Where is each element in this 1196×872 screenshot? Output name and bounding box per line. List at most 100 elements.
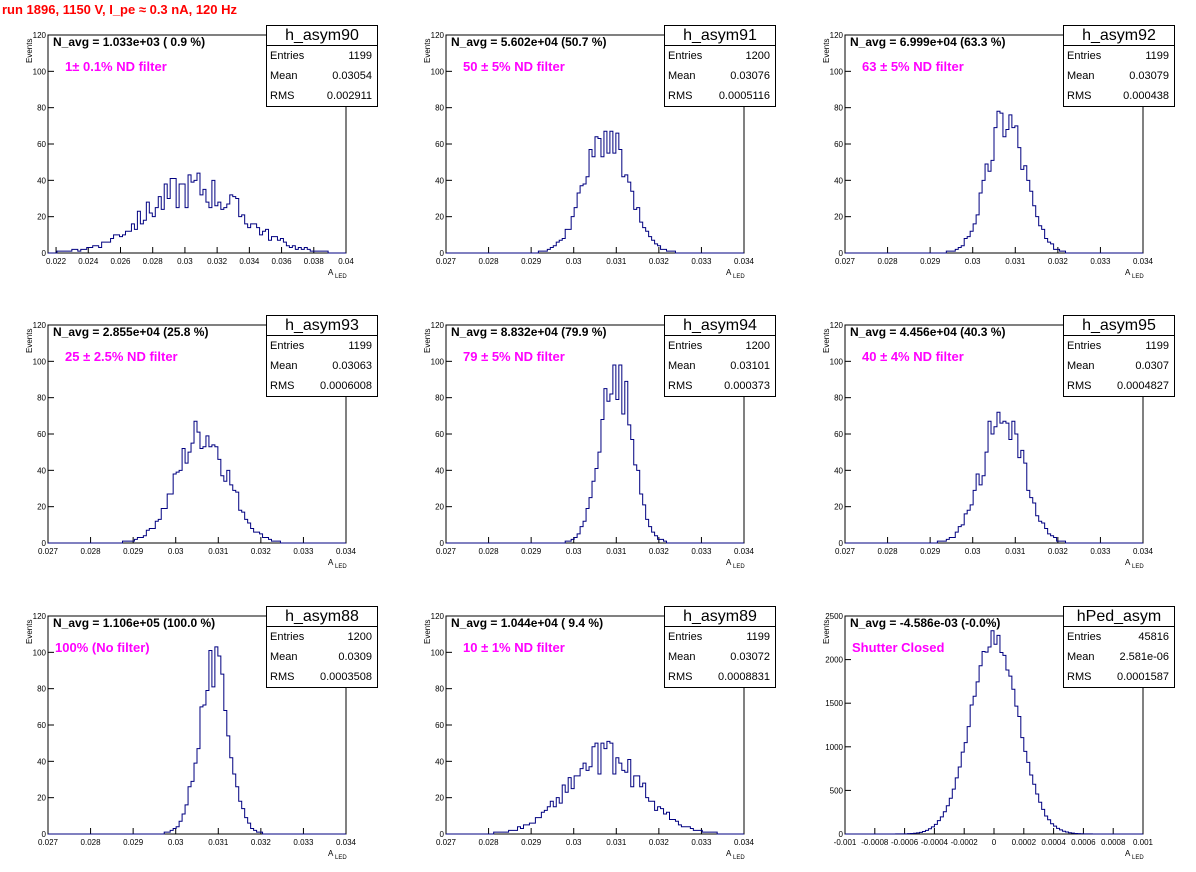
y-tick-label: 80 (435, 104, 444, 113)
y-axis-label: Events (25, 39, 34, 63)
y-tick-label: 100 (33, 67, 47, 76)
y-axis-label: Events (423, 39, 432, 63)
x-tick-label: -0.001 (834, 838, 857, 847)
stats-box: hPed_asym Entries 45816 Mean 2.581e-06 RMS 0.0… (1063, 606, 1175, 688)
y-tick-label: 80 (37, 685, 46, 694)
histogram-line (446, 130, 744, 254)
n-avg-label: N_avg = 2.855e+04 (25.8 %) (53, 325, 209, 339)
histogram-name: h_asym92 (1064, 26, 1174, 46)
y-tick-label: 80 (37, 104, 46, 113)
stats-entries-row: Entries 1199 (1064, 46, 1174, 66)
stats-value: 2.581e-06 (1119, 651, 1169, 663)
stats-rms-row: RMS 0.0006008 (267, 376, 377, 396)
stats-mean-row: Mean 0.03054 (267, 66, 377, 86)
filter-label: 25 ± 2.5% ND filter (65, 349, 178, 364)
x-tick-label: 0.027 (436, 838, 457, 847)
filter-label: Shutter Closed (852, 640, 945, 655)
y-tick-label: 60 (435, 140, 444, 149)
stats-label: Entries (1067, 50, 1102, 62)
n-avg-label: N_avg = 5.602e+04 (50.7 %) (451, 35, 607, 49)
page-title: run 1896, 1150 V, I_pe ≈ 0.3 nA, 120 Hz (2, 2, 238, 17)
stats-label: Mean (270, 70, 298, 82)
y-tick-label: 2500 (825, 612, 843, 621)
x-tick-label: 0.028 (479, 838, 500, 847)
y-tick-label: 60 (834, 140, 843, 149)
stats-label: RMS (668, 671, 693, 683)
x-tick-label: 0.031 (606, 257, 627, 266)
y-tick-label: 0 (839, 539, 844, 548)
stats-label: Entries (1067, 631, 1102, 643)
x-axis-label-sub: LED (335, 564, 347, 570)
y-tick-label: 500 (830, 786, 844, 795)
stats-box: h_asym93 Entries 1199 Mean 0.03063 RMS 0.00060… (266, 315, 378, 397)
x-tick-label: 0.03 (566, 257, 582, 266)
y-tick-label: 100 (431, 357, 445, 366)
x-tick-label: 0.026 (110, 257, 131, 266)
x-tick-label: 0.001 (1133, 838, 1154, 847)
stats-mean-row: Mean 0.03072 (665, 647, 775, 667)
x-tick-label: 0.028 (143, 257, 164, 266)
stats-mean-row: Mean 2.581e-06 (1064, 647, 1174, 667)
stats-label: Entries (270, 340, 305, 352)
stats-entries-row: Entries 1199 (665, 627, 775, 647)
x-tick-label: 0.028 (81, 547, 102, 556)
y-tick-label: 20 (435, 213, 444, 222)
x-axis-label-sub: LED (335, 855, 347, 861)
stats-value: 45816 (1138, 631, 1169, 643)
x-tick-label: 0.034 (1133, 257, 1154, 266)
x-tick-label: 0.029 (521, 838, 542, 847)
stats-value: 1199 (348, 340, 372, 352)
stats-entries-row: Entries 1199 (267, 336, 377, 356)
x-tick-label: 0.0008 (1101, 838, 1126, 847)
stats-box: h_asym88 Entries 1200 Mean 0.0309 RMS 0.000350… (266, 606, 378, 688)
y-tick-label: 20 (834, 213, 843, 222)
x-tick-label: 0.029 (521, 257, 542, 266)
histogram-panel-h_asym88: 0.027 0.028 0.029 0.03 0.031 0.032 0.033 0.034 0… (0, 581, 398, 871)
x-axis-label-sub: LED (733, 564, 745, 570)
stats-entries-row: Entries 45816 (1064, 627, 1174, 647)
x-tick-label: 0.031 (208, 547, 229, 556)
x-tick-label: 0.032 (251, 547, 272, 556)
x-tick-label: 0.029 (521, 547, 542, 556)
y-axis-label: Events (822, 329, 831, 353)
y-tick-label: 20 (435, 794, 444, 803)
histogram-plot: 0.027 0.028 0.029 0.03 0.031 0.032 0.033 0.034 0… (25, 612, 357, 861)
x-tick-label: 0.027 (436, 547, 457, 556)
stats-label: Mean (1067, 360, 1095, 372)
y-tick-label: 40 (37, 757, 46, 766)
y-tick-label: 20 (37, 503, 46, 512)
filter-label: 100% (No filter) (55, 640, 150, 655)
histogram-plot: 0.027 0.028 0.029 0.03 0.031 0.032 0.033 0.034 0… (423, 612, 755, 861)
x-tick-label: 0.038 (304, 257, 325, 266)
y-tick-label: 120 (431, 612, 445, 621)
y-tick-label: 1500 (825, 699, 843, 708)
n-avg-label: N_avg = 1.044e+04 ( 9.4 %) (451, 616, 604, 630)
y-tick-label: 60 (435, 721, 444, 730)
stats-label: RMS (668, 380, 693, 392)
stats-label: Entries (1067, 340, 1102, 352)
stats-rms-row: RMS 0.0001587 (1064, 667, 1174, 687)
stats-label: Mean (1067, 70, 1095, 82)
x-axis-label: A (328, 849, 334, 858)
histogram-name: h_asym95 (1064, 316, 1174, 336)
x-tick-label: 0.034 (734, 547, 755, 556)
histogram-line (48, 420, 346, 544)
stats-mean-row: Mean 0.0309 (267, 647, 377, 667)
x-tick-label: 0.027 (38, 547, 59, 556)
x-tick-label: 0.032 (649, 257, 670, 266)
stats-label: RMS (270, 90, 295, 102)
x-tick-label: 0.0006 (1071, 838, 1096, 847)
stats-value: 1199 (1145, 50, 1169, 62)
stats-value: 0.03101 (730, 360, 770, 372)
stats-value: 0.03079 (1129, 70, 1169, 82)
x-tick-label: 0.03 (177, 257, 193, 266)
stats-value: 0.0004827 (1117, 380, 1169, 392)
y-tick-label: 0 (42, 249, 47, 258)
y-tick-label: 100 (830, 357, 844, 366)
histogram-line (48, 646, 346, 835)
x-tick-label: 0.029 (920, 547, 941, 556)
y-tick-label: 60 (37, 721, 46, 730)
stats-rms-row: RMS 0.002911 (267, 86, 377, 106)
x-tick-label: 0.024 (78, 257, 99, 266)
